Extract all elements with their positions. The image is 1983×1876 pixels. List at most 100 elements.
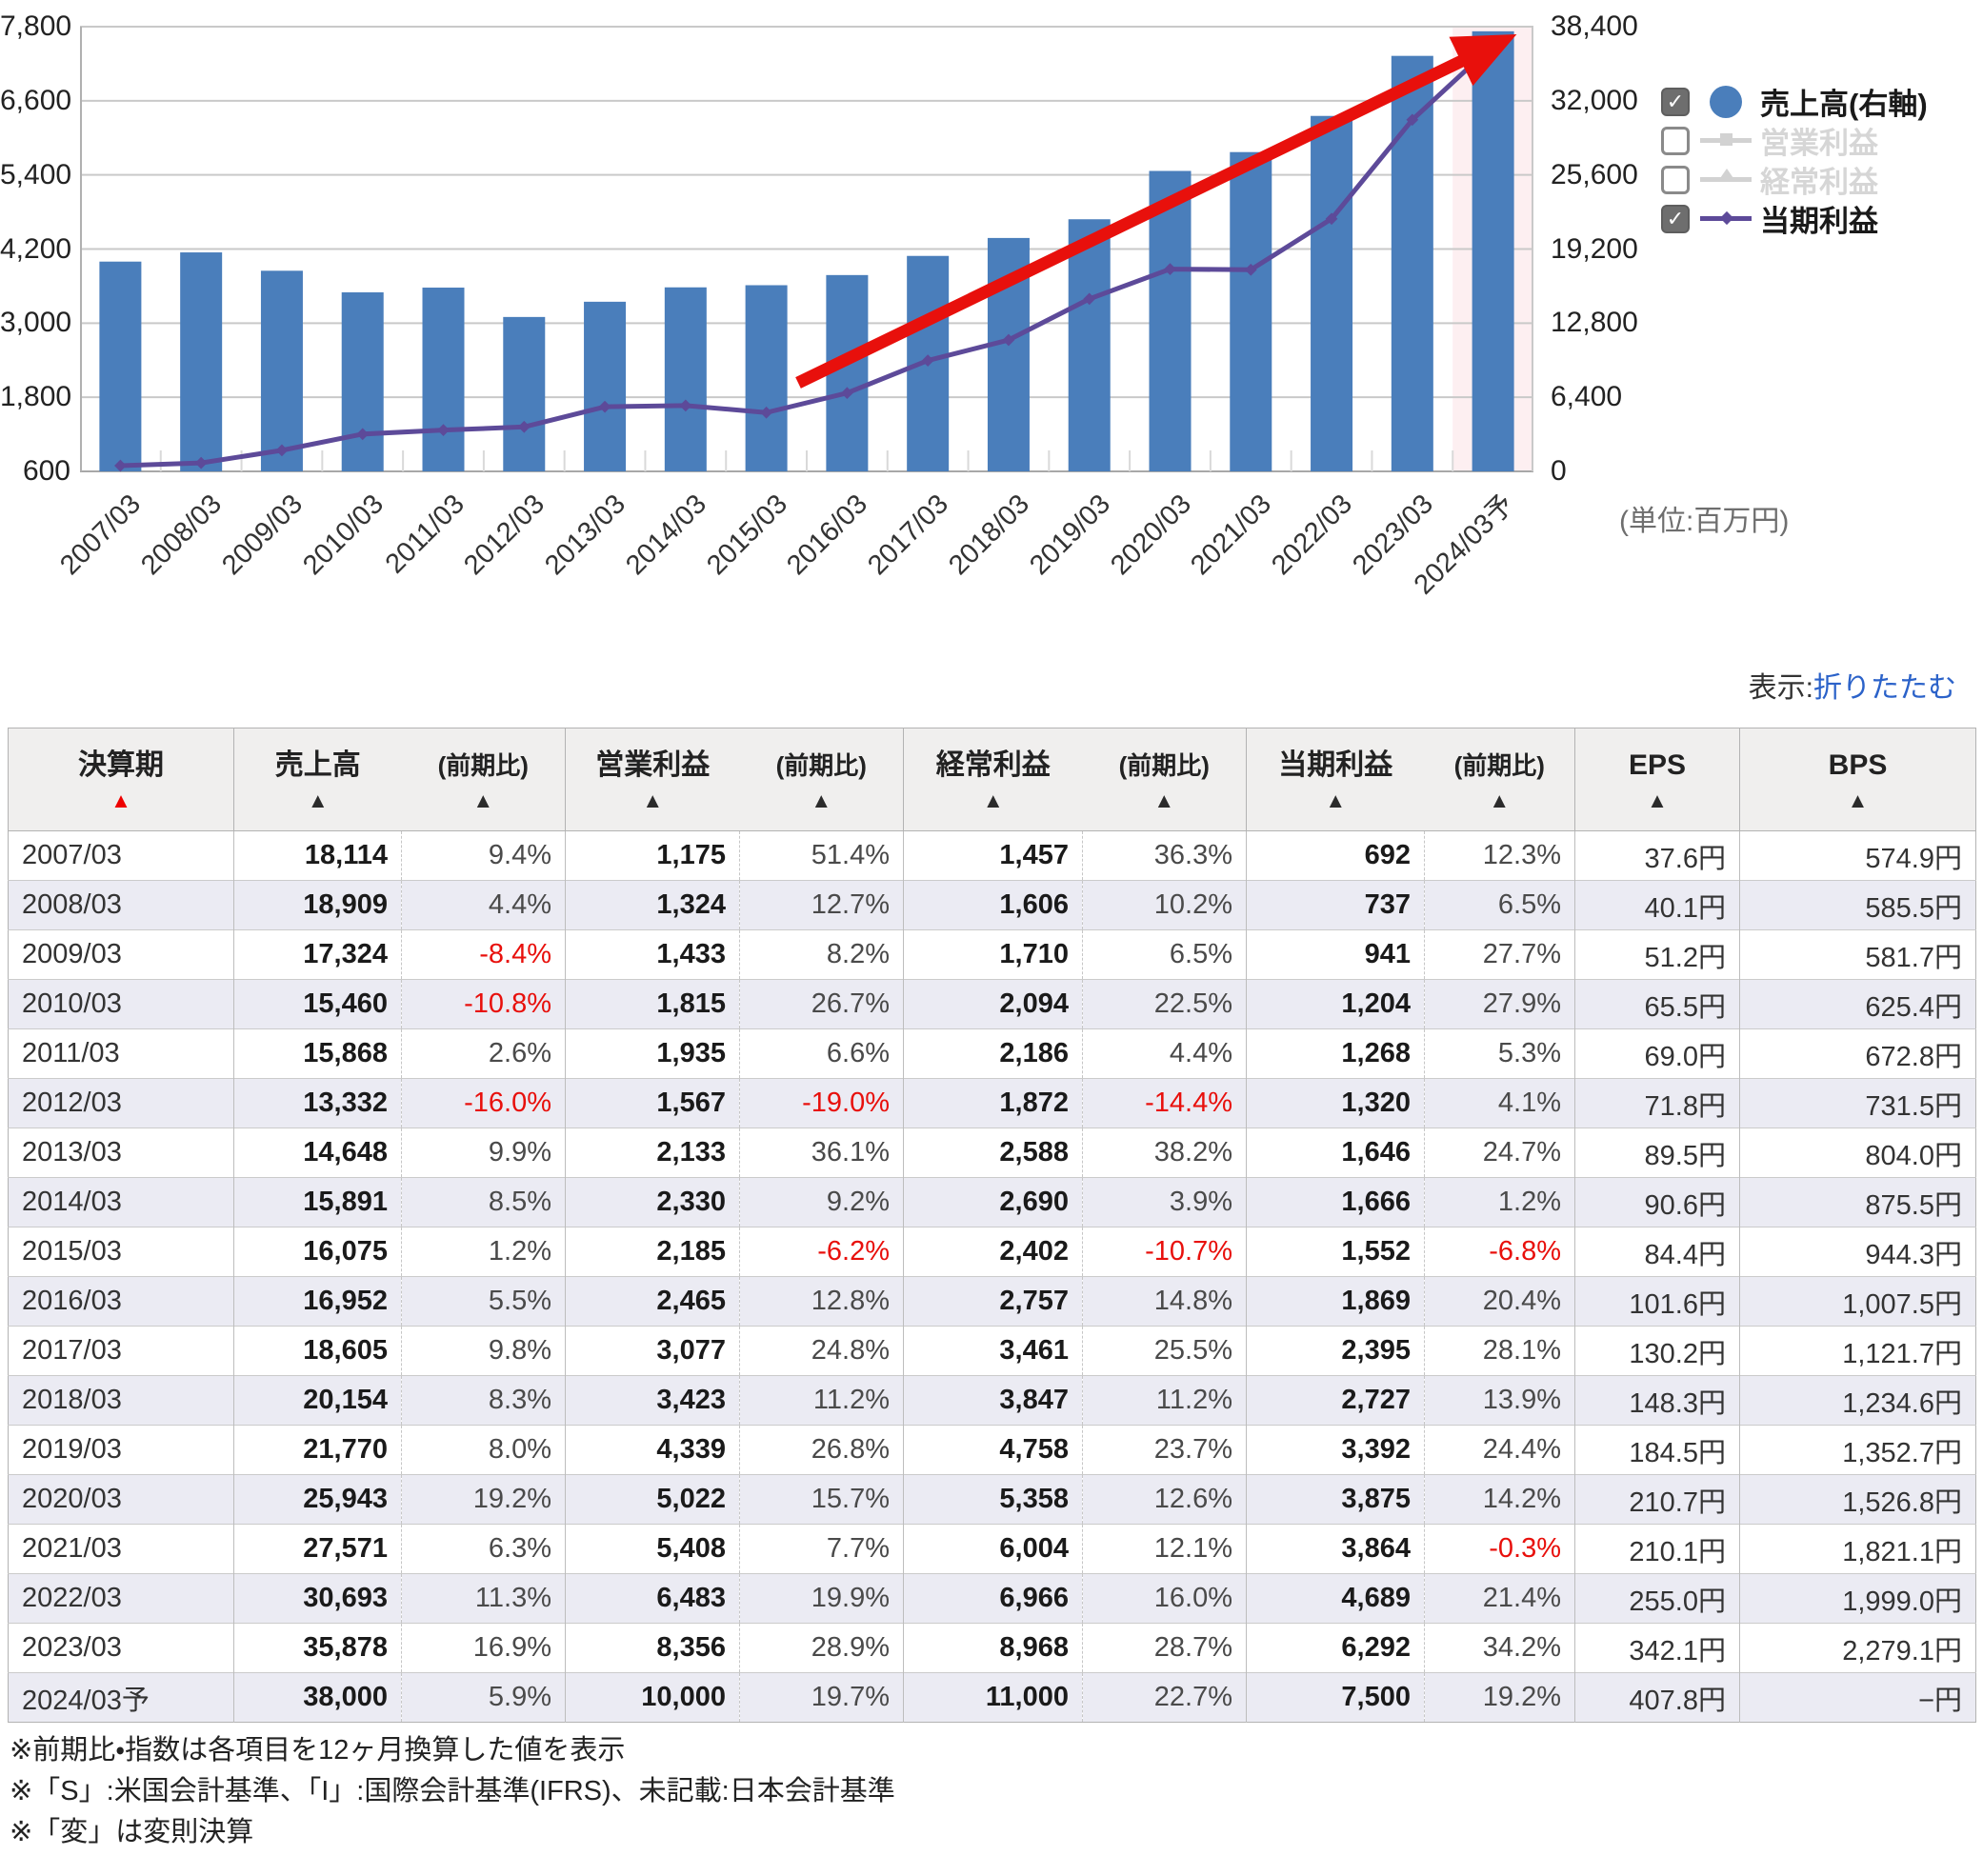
column-header-売上高[interactable]: 売上高 ▲ bbox=[233, 728, 402, 831]
yoy-percent-cell: -10.8% bbox=[401, 979, 566, 1029]
column-header-当期利益[interactable]: 当期利益 ▲ bbox=[1246, 728, 1425, 831]
table-row: 2013/03 14,648 9.9% 2,133 36.1% 2,588 38.2% 1,6… bbox=[8, 1128, 1976, 1178]
yoy-percent-cell: 3.9% bbox=[1082, 1177, 1247, 1227]
yoy-percent-cell: 12.3% bbox=[1424, 830, 1575, 881]
line-marker bbox=[437, 424, 450, 437]
column-header-(前期比)[interactable]: (前期比) ▲ bbox=[1082, 728, 1247, 831]
value-cell: 14,648 bbox=[303, 1137, 388, 1168]
legend-item-営業利益: 営業利益 bbox=[1661, 121, 1928, 160]
column-header-(前期比)[interactable]: (前期比) ▲ bbox=[401, 728, 566, 831]
value-cell: 4,758 bbox=[999, 1434, 1069, 1465]
bps-cell: 1,999.0円 bbox=[1842, 1586, 1962, 1617]
collapse-link[interactable]: 折りたたむ bbox=[1813, 672, 1956, 704]
sort-arrow-icon: ▲ bbox=[110, 788, 131, 812]
right-axis-tick: 0 bbox=[1551, 455, 1567, 487]
table-header-row: 決算期 ▲ 売上高 ▲ (前期比) ▲ 営業利益 ▲ (前期比) ▲ 経常利益 ▲ (前期比) ▲ 当期利益… bbox=[8, 728, 1976, 831]
value-cell: 2,690 bbox=[999, 1187, 1069, 1217]
fiscal-period-cell: 2015/03 bbox=[8, 1227, 234, 1277]
value-cell: 941 bbox=[1364, 939, 1411, 969]
bps-cell: 625.4円 bbox=[1865, 991, 1962, 1023]
column-header-BPS[interactable]: BPS ▲ bbox=[1739, 728, 1976, 831]
table-row: 2007/03 18,114 9.4% 1,175 51.4% 1,457 36.3% 692… bbox=[8, 830, 1976, 881]
yoy-percent-cell: 12.8% bbox=[739, 1276, 904, 1327]
yoy-percent-cell: 26.7% bbox=[739, 979, 904, 1029]
fiscal-period-cell: 2024/03予 bbox=[8, 1672, 234, 1723]
legend-checkbox[interactable] bbox=[1661, 165, 1690, 194]
value-cell: 5,358 bbox=[999, 1484, 1069, 1514]
eps-cell: 51.2円 bbox=[1574, 929, 1740, 980]
value-cell: 1,552 bbox=[1341, 1236, 1411, 1267]
eps-cell: 101.6円 bbox=[1574, 1276, 1740, 1327]
column-header-決算期[interactable]: 決算期 ▲ bbox=[8, 728, 234, 831]
revenue-bar bbox=[1472, 30, 1514, 471]
yoy-percent-cell: 27.9% bbox=[1424, 979, 1575, 1029]
value-cell: 1,872 bbox=[999, 1088, 1069, 1118]
value-cell: 737 bbox=[1364, 889, 1411, 920]
right-axis-tick: 19,200 bbox=[1551, 232, 1638, 265]
footnotes: ※前期比・指数は各項目を12ヶ月換算した値を表示 ※「S」:米国会計基準、「I」:… bbox=[10, 1730, 1983, 1853]
fiscal-period-cell: 2020/03 bbox=[8, 1474, 234, 1525]
bps-cell: 804.0円 bbox=[1865, 1140, 1962, 1171]
yoy-percent-cell: 51.4% bbox=[739, 830, 904, 881]
sort-arrow-icon: ▲ bbox=[1647, 788, 1668, 812]
legend-checkbox[interactable]: ✓ bbox=[1661, 87, 1690, 116]
sort-arrow-icon: ▲ bbox=[642, 788, 664, 812]
column-header-EPS[interactable]: EPS ▲ bbox=[1574, 728, 1740, 831]
bps-cell: 1,007.5円 bbox=[1842, 1288, 1962, 1320]
column-header-経常利益[interactable]: 経常利益 ▲ bbox=[903, 728, 1083, 831]
value-cell: 20,154 bbox=[303, 1385, 388, 1415]
revenue-bar bbox=[99, 261, 142, 471]
value-cell: 1,268 bbox=[1341, 1038, 1411, 1068]
value-cell: 16,075 bbox=[303, 1236, 388, 1267]
value-cell: 3,392 bbox=[1341, 1434, 1411, 1465]
value-cell: 1,646 bbox=[1341, 1137, 1411, 1168]
fiscal-period-cell: 2019/03 bbox=[8, 1425, 234, 1475]
legend-label: 経常利益 bbox=[1760, 166, 1878, 199]
table-row: 2009/03 17,324 -8.4% 1,433 8.2% 1,710 6.5% 941 2… bbox=[8, 929, 1976, 980]
value-cell: 1,815 bbox=[656, 988, 726, 1019]
bps-cell: −円 bbox=[1918, 1685, 1962, 1716]
revenue-bar bbox=[745, 285, 788, 471]
yoy-percent-cell: 11.3% bbox=[401, 1573, 566, 1624]
value-cell: 2,330 bbox=[656, 1187, 726, 1217]
value-cell: 13,332 bbox=[303, 1088, 388, 1118]
column-header-label: (前期比) bbox=[1453, 750, 1545, 780]
legend-item-売上高(右軸): ✓ 売上高(右軸) bbox=[1661, 82, 1928, 121]
table-row: 2011/03 15,868 2.6% 1,935 6.6% 2,186 4.4% 1,268… bbox=[8, 1028, 1976, 1079]
fiscal-period-cell: 2017/03 bbox=[8, 1326, 234, 1376]
sort-arrow-icon: ▲ bbox=[472, 788, 494, 812]
yoy-percent-cell: 1.2% bbox=[1424, 1177, 1575, 1227]
yoy-percent-cell: 4.4% bbox=[1082, 1028, 1247, 1079]
left-axis-tick: 6,600 bbox=[0, 84, 72, 116]
revenue-bar bbox=[1311, 115, 1353, 471]
fiscal-period-cell: 2013/03 bbox=[8, 1128, 234, 1178]
yoy-percent-cell: 6.5% bbox=[1424, 880, 1575, 930]
table-row: 2022/03 30,693 11.3% 6,483 19.9% 6,966 16.0% 4,… bbox=[8, 1573, 1976, 1624]
value-cell: 1,606 bbox=[999, 889, 1069, 920]
legend-checkbox[interactable] bbox=[1661, 126, 1690, 155]
value-cell: 4,339 bbox=[656, 1434, 726, 1465]
yoy-percent-cell: 9.8% bbox=[401, 1326, 566, 1376]
fiscal-period-cell: 2021/03 bbox=[8, 1524, 234, 1574]
yoy-percent-cell: 4.4% bbox=[401, 880, 566, 930]
revenue-bar bbox=[1068, 219, 1111, 471]
column-header-(前期比)[interactable]: (前期比) ▲ bbox=[1424, 728, 1575, 831]
yoy-percent-cell: 19.2% bbox=[1424, 1672, 1575, 1723]
fiscal-period-cell: 2009/03 bbox=[8, 929, 234, 980]
value-cell: 15,891 bbox=[303, 1187, 388, 1217]
fiscal-period-cell: 2022/03 bbox=[8, 1573, 234, 1624]
table-row: 2012/03 13,332 -16.0% 1,567 -19.0% 1,872 -14.4… bbox=[8, 1078, 1976, 1128]
column-header-営業利益[interactable]: 営業利益 ▲ bbox=[565, 728, 740, 831]
legend-checkbox[interactable]: ✓ bbox=[1661, 204, 1690, 233]
eps-cell: 71.8円 bbox=[1574, 1078, 1740, 1128]
legend-label: 売上高(右軸) bbox=[1760, 88, 1928, 121]
yoy-percent-cell: 26.8% bbox=[739, 1425, 904, 1475]
left-axis-tick: 4,200 bbox=[0, 232, 72, 265]
eps-cell: 65.5円 bbox=[1574, 979, 1740, 1029]
value-cell: 1,324 bbox=[656, 889, 726, 920]
revenue-bar bbox=[422, 288, 465, 471]
revenue-bar bbox=[1149, 170, 1192, 471]
column-header-(前期比)[interactable]: (前期比) ▲ bbox=[739, 728, 904, 831]
yoy-percent-cell: 11.2% bbox=[739, 1375, 904, 1426]
footnote: ※「変」は変則決算 bbox=[10, 1817, 254, 1847]
